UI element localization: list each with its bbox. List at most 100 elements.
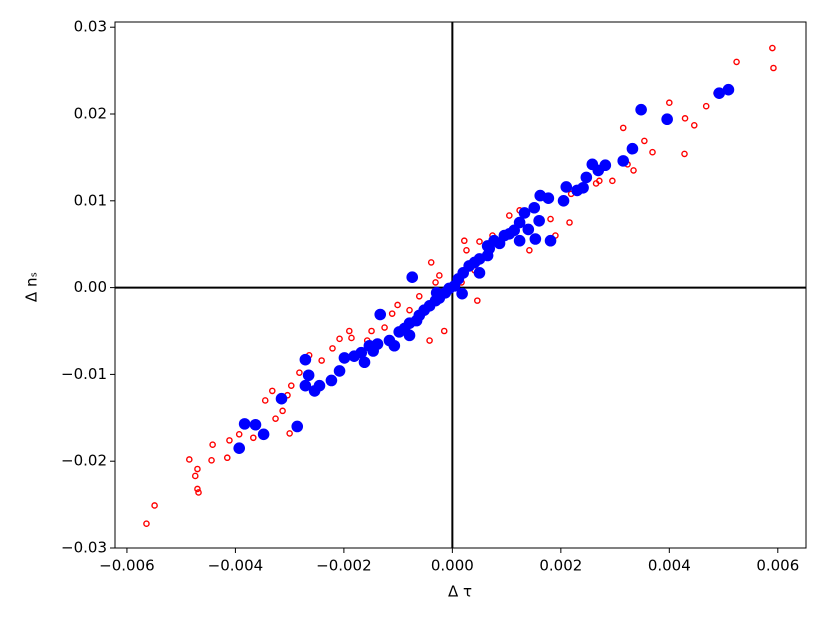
point (235, 430, 243, 438)
point (571, 184, 583, 197)
point (348, 334, 355, 342)
y-tick-label: 0.02 (74, 105, 107, 123)
point (374, 308, 387, 321)
point (681, 150, 688, 158)
point (432, 279, 439, 286)
point (426, 337, 433, 344)
point (233, 442, 246, 454)
point (463, 246, 470, 254)
point (329, 345, 336, 352)
point (630, 167, 637, 174)
y-tick-label: −0.02 (61, 452, 107, 470)
point (268, 387, 276, 395)
point (440, 327, 448, 335)
point (287, 382, 295, 389)
x-tick-label: 0.000 (431, 557, 474, 575)
point (325, 374, 338, 387)
point (544, 234, 557, 247)
point (528, 201, 541, 214)
point (522, 223, 535, 236)
y-tick-label: 0.01 (74, 191, 107, 209)
point (194, 465, 201, 473)
point (713, 87, 726, 99)
point (238, 418, 251, 430)
point (770, 64, 777, 72)
point (580, 171, 593, 184)
point (649, 148, 656, 156)
point (195, 489, 202, 496)
point (506, 212, 513, 219)
point (338, 352, 351, 364)
point (299, 353, 312, 366)
x-axis-label: Δ τ (448, 583, 472, 601)
point (208, 457, 215, 464)
point (318, 357, 325, 364)
point (186, 456, 193, 463)
point (403, 329, 416, 342)
point (596, 177, 603, 185)
point (534, 189, 547, 202)
plot-frame (114, 21, 807, 549)
point (557, 195, 570, 207)
point (722, 83, 735, 96)
point (275, 392, 288, 405)
point (291, 420, 304, 433)
point (279, 407, 286, 415)
point (191, 472, 199, 480)
point (249, 418, 262, 431)
point (681, 115, 689, 122)
point (560, 181, 573, 193)
point (272, 415, 279, 422)
point (529, 233, 542, 245)
point (460, 237, 468, 245)
point (394, 301, 401, 309)
point (308, 385, 321, 397)
x-tick-label: −0.004 (208, 557, 264, 575)
point (702, 102, 710, 110)
point (346, 327, 353, 335)
point (566, 219, 573, 226)
point (617, 155, 630, 167)
point (388, 310, 396, 317)
point (143, 520, 150, 527)
point (367, 345, 379, 357)
point (302, 369, 315, 382)
point (456, 287, 468, 300)
point (381, 324, 388, 331)
point (348, 350, 360, 362)
point (250, 434, 257, 442)
point (368, 327, 375, 335)
point (641, 137, 648, 145)
point (733, 58, 740, 66)
x-tick-label: 0.004 (648, 557, 691, 575)
point (358, 356, 371, 369)
point (473, 267, 486, 279)
point (513, 234, 526, 247)
y-tick-label: −0.03 (61, 539, 107, 557)
point (666, 99, 673, 107)
point (533, 214, 545, 227)
point (296, 369, 303, 376)
point (393, 326, 406, 338)
x-tick-label: 0.002 (539, 557, 582, 575)
point (518, 207, 531, 219)
point (526, 246, 533, 254)
point (427, 259, 435, 266)
y-tick-label: −0.01 (61, 365, 107, 383)
y-tick-label: 0.03 (74, 18, 107, 36)
point (286, 430, 293, 437)
point (481, 240, 494, 252)
x-tick-label: 0.006 (756, 557, 799, 575)
y-tick-label: 0.00 (74, 278, 107, 296)
point (257, 428, 270, 441)
point (626, 142, 639, 155)
point (333, 365, 346, 377)
point (194, 485, 201, 493)
point (336, 335, 343, 343)
point (415, 292, 423, 300)
point (690, 121, 698, 129)
point (661, 113, 673, 126)
point (476, 238, 483, 245)
